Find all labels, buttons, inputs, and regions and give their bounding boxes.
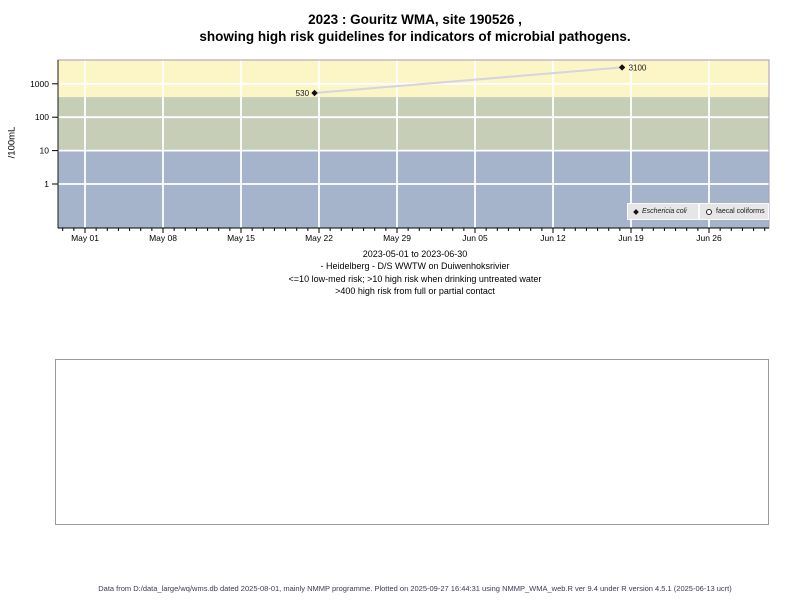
- risk-band: [58, 60, 769, 98]
- risk-band: [58, 97, 769, 151]
- x-tick-label: May 15: [227, 233, 255, 243]
- filled-diamond-icon: [633, 208, 639, 215]
- y-tick-label: 1: [44, 179, 49, 189]
- x-tick-label: May 22: [305, 233, 333, 243]
- y-axis: 1000 100 10 1: [30, 60, 59, 228]
- chart-title: 2023 : Gouritz WMA, site 190526 , showin…: [30, 11, 800, 45]
- x-tick-label: May 29: [383, 233, 411, 243]
- legend-item-faecal-coliforms: faecal coliforms: [699, 203, 769, 220]
- x-axis: May 01 May 08 May 15 May 22 May 29 Jun 05 Jun …: [58, 227, 769, 243]
- caption-risk-note-1: <=10 low-med risk; >10 high risk when dr…: [288, 273, 542, 284]
- chart-title-line1: 2023 : Gouritz WMA, site 190526 ,: [308, 12, 522, 27]
- data-point-marker: [618, 64, 626, 71]
- x-tick-label: May 01: [71, 233, 99, 243]
- open-circle-icon: [706, 208, 712, 215]
- legend-label: Eschericia coli: [642, 208, 687, 215]
- x-tick-label: Jun 19: [618, 233, 644, 243]
- chart-title-line2: showing high risk guidelines for indicat…: [199, 29, 631, 44]
- chart-legend: Eschericia coli faecal coliforms: [627, 203, 769, 220]
- caption-risk-note-2: >400 high risk from full or partial cont…: [335, 286, 495, 297]
- point-value-label: 3100: [629, 63, 647, 72]
- legend-item-escherichia-coli: Eschericia coli: [627, 203, 699, 220]
- y-tick-label: 100: [35, 112, 49, 122]
- footer-note: Data from D:/data_large/wq/wms.db dated …: [98, 584, 732, 593]
- y-axis-label: /100mL: [6, 126, 18, 159]
- data-series: 530 3100: [296, 63, 647, 98]
- legend-label: faecal coliforms: [716, 208, 765, 215]
- point-value-label: 530: [296, 89, 310, 98]
- data-point-marker: [311, 89, 318, 97]
- x-tick-label: Jun 26: [696, 233, 722, 243]
- series-line: [314, 66, 623, 95]
- x-tick-label: Jun 05: [462, 233, 488, 243]
- gridlines: [58, 60, 769, 228]
- y-tick-label: 1000: [30, 79, 49, 89]
- chart-caption: 2023-05-01 to 2023-06-30 - Heidelberg - …: [30, 248, 800, 298]
- x-tick-label: May 08: [149, 233, 177, 243]
- caption-date-range: 2023-05-01 to 2023-06-30: [362, 249, 468, 259]
- y-tick-label: 10: [40, 146, 50, 156]
- caption-site-name: - Heidelberg - D/S WWTW on Duiwenhoksriv…: [320, 261, 510, 272]
- empty-plot-placeholder: [55, 359, 769, 525]
- x-tick-label: Jun 12: [540, 233, 566, 243]
